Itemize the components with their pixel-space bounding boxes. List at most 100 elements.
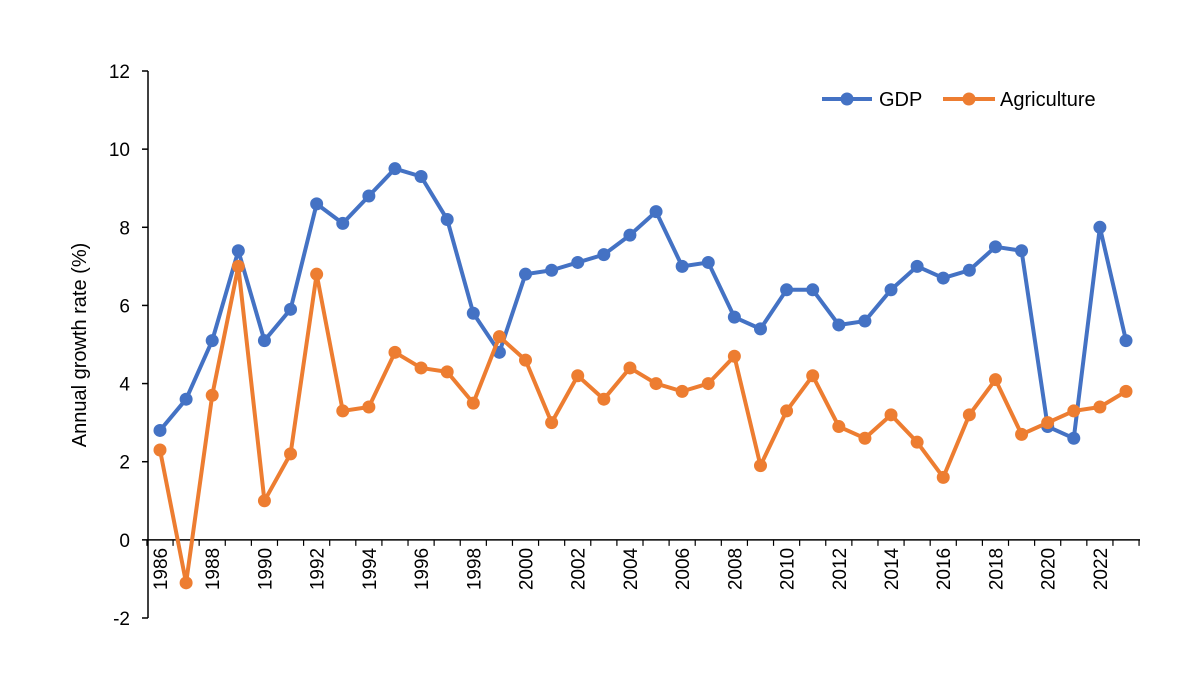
data-point-agriculture — [910, 435, 924, 449]
x-tick-label: 1988 — [203, 548, 224, 590]
y-tick-label: 0 — [119, 531, 130, 552]
data-point-gdp — [466, 306, 480, 320]
legend-layer: GDP Agriculture — [822, 89, 1096, 111]
data-point-agriculture — [597, 392, 611, 406]
x-tick-label: 1986 — [151, 548, 172, 590]
series-gdp — [153, 162, 1133, 445]
data-point-gdp — [962, 263, 976, 277]
data-point-gdp — [1015, 244, 1029, 258]
data-point-agriculture — [257, 494, 271, 508]
x-tick-label: 1998 — [464, 548, 485, 590]
y-tick-label: 12 — [109, 62, 130, 83]
data-point-agriculture — [1067, 404, 1081, 418]
data-point-gdp — [388, 162, 402, 176]
data-point-gdp — [205, 334, 219, 348]
legend-label: GDP — [879, 89, 922, 111]
x-tick-label: 2018 — [986, 548, 1007, 590]
data-point-agriculture — [806, 369, 820, 383]
data-point-agriculture — [466, 396, 480, 410]
data-point-gdp — [336, 216, 350, 230]
data-point-agriculture — [571, 369, 585, 383]
data-point-agriculture — [205, 388, 219, 402]
data-point-agriculture — [675, 384, 689, 398]
x-tick-label: 2010 — [778, 548, 799, 590]
data-point-gdp — [649, 205, 663, 219]
data-point-agriculture — [858, 431, 872, 445]
data-point-agriculture — [310, 267, 324, 281]
x-tick-label: 2012 — [830, 548, 851, 590]
data-point-gdp — [701, 255, 715, 269]
data-point-gdp — [1119, 334, 1133, 348]
data-point-agriculture — [727, 349, 741, 363]
x-tick-label: 2022 — [1091, 548, 1112, 590]
data-point-gdp — [362, 189, 376, 203]
x-tick-label: 2020 — [1039, 548, 1060, 590]
data-point-gdp — [519, 267, 533, 281]
data-point-gdp — [936, 271, 950, 285]
x-tick-label: 1990 — [255, 548, 276, 590]
data-point-gdp — [623, 228, 637, 242]
data-point-gdp — [231, 244, 245, 258]
y-axis-title: Annual growth rate (%) — [69, 243, 91, 448]
data-point-gdp — [727, 310, 741, 324]
series-line-agriculture — [158, 264, 1128, 585]
y-tick-label: 10 — [109, 140, 130, 161]
data-point-agriculture — [936, 470, 950, 484]
x-tick-label: 1996 — [412, 548, 433, 590]
data-point-agriculture — [336, 404, 350, 418]
data-point-agriculture — [440, 365, 454, 379]
data-point-gdp — [414, 169, 428, 183]
legend-marker — [962, 92, 976, 106]
data-point-agriculture — [832, 420, 846, 434]
data-point-agriculture — [1119, 384, 1133, 398]
data-point-agriculture — [1093, 400, 1107, 414]
data-point-gdp — [257, 334, 271, 348]
data-point-agriculture — [231, 259, 245, 273]
data-point-agriculture — [1015, 427, 1029, 441]
y-tick-label: 4 — [119, 375, 130, 396]
legend-item-agriculture: Agriculture — [943, 89, 1096, 111]
data-point-agriculture — [284, 447, 298, 461]
x-tick-label: 1994 — [360, 547, 381, 590]
x-tick-label: 2000 — [517, 548, 538, 590]
data-point-agriculture — [623, 361, 637, 375]
y-tick-label: -2 — [113, 609, 130, 630]
x-tick-label: 2016 — [934, 548, 955, 590]
data-point-gdp — [597, 248, 611, 262]
legend-marker — [840, 92, 854, 106]
data-point-agriculture — [492, 330, 506, 344]
data-point-gdp — [153, 423, 167, 437]
data-point-agriculture — [962, 408, 976, 422]
data-point-agriculture — [179, 576, 193, 590]
data-point-gdp — [284, 302, 298, 316]
data-point-gdp — [780, 283, 794, 297]
data-point-gdp — [832, 318, 846, 332]
series-layer — [153, 162, 1133, 590]
data-point-gdp — [858, 314, 872, 328]
data-point-gdp — [675, 259, 689, 273]
data-point-gdp — [884, 283, 898, 297]
x-tick-label: 1992 — [308, 548, 329, 590]
y-tick-label: 8 — [119, 218, 130, 239]
y-tick-label: 6 — [119, 296, 130, 317]
legend-label: Agriculture — [1000, 89, 1096, 111]
data-point-gdp — [806, 283, 820, 297]
data-point-agriculture — [701, 377, 715, 391]
x-tick-label: 2006 — [673, 548, 694, 590]
data-point-gdp — [440, 212, 454, 226]
data-point-agriculture — [545, 416, 559, 430]
data-point-agriculture — [388, 345, 402, 359]
data-point-agriculture — [988, 373, 1002, 387]
data-point-gdp — [310, 197, 324, 211]
data-point-gdp — [1093, 220, 1107, 234]
data-point-agriculture — [153, 443, 167, 457]
axes-layer: -2 0 2 4 6 8 10 12 1986 1988 1990 1992 1994 1996 1998 2… — [109, 62, 1140, 630]
data-point-gdp — [1067, 431, 1081, 445]
data-point-agriculture — [519, 353, 533, 367]
x-tick-label: 2014 — [882, 547, 903, 590]
y-tick-label: 2 — [119, 453, 130, 474]
data-point-gdp — [988, 240, 1002, 254]
data-point-agriculture — [884, 408, 898, 422]
